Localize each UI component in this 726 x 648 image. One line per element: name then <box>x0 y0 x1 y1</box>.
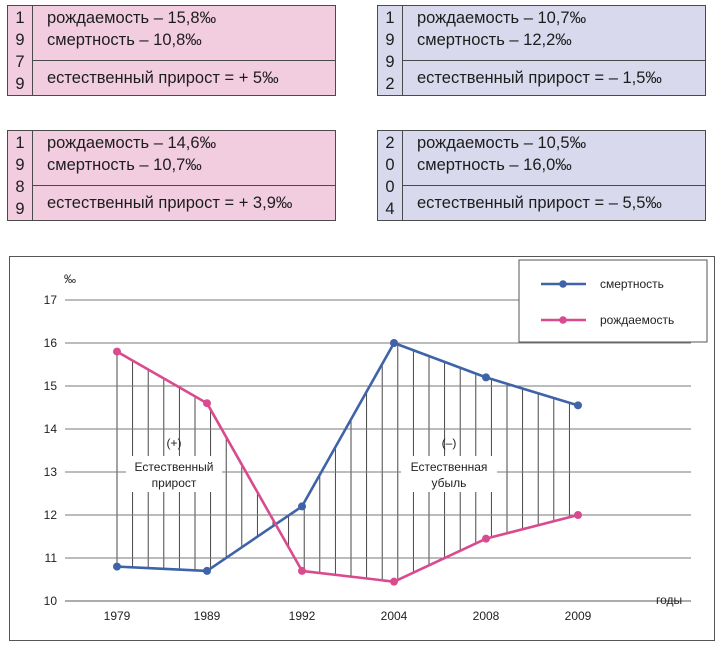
natural-growth-text: естественный прирост = + 5‰ <box>47 68 279 87</box>
year-digit: 1 <box>385 9 395 27</box>
chart-frame <box>9 256 715 641</box>
stat-box-1989: 1 9 8 9 рождаемость – 14,6‰ смертность –… <box>7 130 336 221</box>
year-digit: 9 <box>385 53 395 71</box>
year-digit: 9 <box>15 31 25 49</box>
year-digit: 4 <box>385 200 395 218</box>
year-digit: 9 <box>15 75 25 93</box>
year-digits: 2 0 0 4 <box>378 131 403 220</box>
year-digits: 1 9 8 9 <box>8 131 33 220</box>
natural-growth-text: естественный прирост = – 1,5‰ <box>417 68 662 87</box>
year-digit: 2 <box>385 134 395 152</box>
year-digit: 7 <box>15 53 25 71</box>
stat-box-1992: 1 9 9 2 рождаемость – 10,7‰ смертность –… <box>377 5 706 96</box>
birth-rate-text: рождаемость – 14,6‰ <box>47 134 217 152</box>
death-rate-text: смертность – 10,7‰ <box>47 156 202 174</box>
natural-growth-text: естественный прирост = – 5,5‰ <box>417 193 662 212</box>
year-digit: 9 <box>15 156 25 174</box>
death-rate-text: смертность – 16,0‰ <box>417 156 572 174</box>
year-digits: 1 9 7 9 <box>8 6 33 95</box>
year-digit: 0 <box>385 178 395 196</box>
year-digit: 8 <box>15 178 25 196</box>
year-digit: 2 <box>385 75 395 93</box>
stat-box-1979: 1 9 7 9 рождаемость – 15,8‰ смертность –… <box>7 5 336 96</box>
year-digit: 9 <box>15 200 25 218</box>
year-digit: 1 <box>15 134 25 152</box>
death-rate-text: смертность – 12,2‰ <box>417 31 572 49</box>
year-digit: 0 <box>385 156 395 174</box>
natural-growth-text: естественный прирост = + 3,9‰ <box>47 193 293 212</box>
birth-rate-text: рождаемость – 10,7‰ <box>417 9 587 27</box>
birth-rate-text: рождаемость – 10,5‰ <box>417 134 587 152</box>
death-rate-text: смертность – 10,8‰ <box>47 31 202 49</box>
stat-box-2004: 2 0 0 4 рождаемость – 10,5‰ смертность –… <box>377 130 706 221</box>
year-digit: 1 <box>15 9 25 27</box>
year-digit: 9 <box>385 31 395 49</box>
birth-rate-text: рождаемость – 15,8‰ <box>47 9 217 27</box>
year-digits: 1 9 9 2 <box>378 6 403 95</box>
